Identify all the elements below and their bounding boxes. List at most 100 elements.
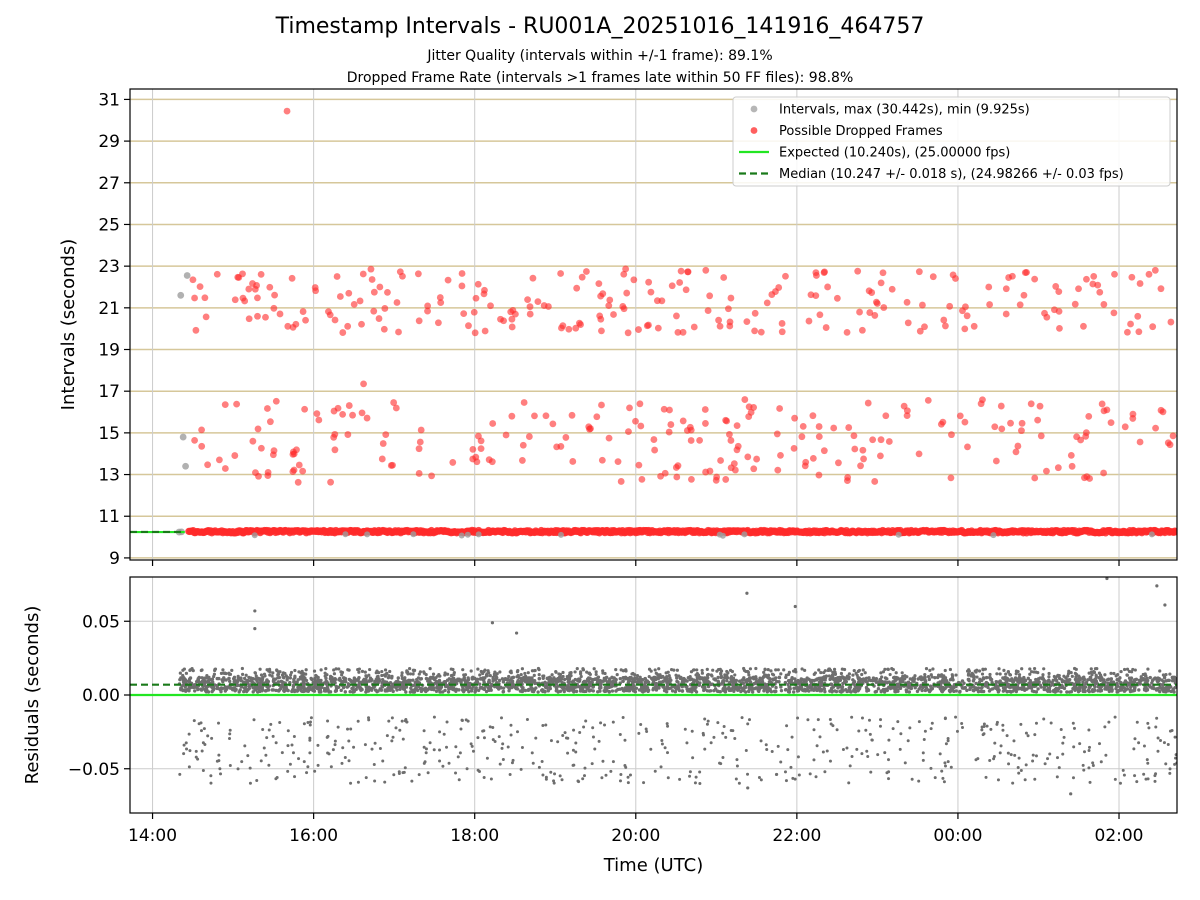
residual-point — [476, 688, 481, 693]
residual-point — [748, 680, 753, 684]
dropped-frame-point — [979, 396, 986, 404]
residual-point — [1067, 669, 1071, 673]
residual-point — [304, 668, 308, 672]
residual-point — [389, 685, 393, 689]
residual-point — [398, 728, 402, 732]
residual-point — [217, 676, 221, 681]
residual-point — [376, 689, 380, 693]
residual-point — [1004, 672, 1008, 676]
dropped-frame-point — [477, 437, 485, 445]
dropped-frame-point — [801, 462, 809, 470]
residual-point — [987, 689, 992, 693]
dropped-frame-point — [706, 292, 714, 300]
residual-point — [646, 680, 651, 684]
dropped-frame-point — [921, 323, 928, 331]
dropped-frame-point — [882, 412, 890, 420]
residual-point — [1145, 758, 1149, 762]
residual-point — [514, 686, 519, 690]
residual-point — [549, 739, 553, 743]
residual-point — [1005, 689, 1009, 694]
residual-point — [763, 667, 767, 671]
dropped-frame-band-point — [1172, 528, 1177, 536]
residual-point — [561, 687, 565, 692]
residual-point — [326, 719, 330, 723]
residual-point — [1153, 774, 1157, 778]
residual-point — [1027, 685, 1031, 690]
dropped-frame-point — [673, 312, 680, 320]
residual-point — [1135, 720, 1139, 724]
residual-point — [940, 689, 944, 693]
dropped-frame-point — [249, 280, 256, 287]
residual-point — [392, 773, 396, 777]
residual-point — [194, 749, 198, 753]
residual-point — [400, 673, 404, 678]
residual-point — [715, 669, 719, 673]
residual-point — [493, 670, 497, 674]
interval-point — [990, 532, 997, 539]
residual-point — [476, 667, 480, 671]
residual-point — [465, 687, 470, 692]
residual-point — [885, 677, 889, 681]
residual-point — [678, 777, 682, 781]
residual-point — [476, 736, 480, 740]
residual-point — [1082, 768, 1086, 772]
dropped-frame-point — [1052, 283, 1060, 290]
residual-point — [347, 668, 351, 672]
residual-point — [304, 678, 309, 683]
residual-point — [489, 777, 493, 781]
residual-point — [1142, 772, 1146, 776]
residual-point — [408, 672, 413, 676]
residual-point — [853, 683, 857, 688]
residual-point — [1030, 670, 1034, 674]
residual-point — [523, 688, 528, 693]
residual-point — [984, 675, 989, 680]
residual-point — [1164, 690, 1168, 694]
residual-point — [971, 679, 976, 683]
residual-point — [518, 680, 522, 684]
dropped-frame-point — [929, 273, 937, 281]
residual-point — [306, 765, 310, 769]
dropped-frame-point — [444, 276, 452, 284]
residual-point — [261, 675, 265, 680]
residual-point — [866, 755, 870, 759]
residual-point — [585, 670, 589, 674]
residual-point — [1033, 733, 1037, 737]
residual-point — [277, 688, 281, 693]
dropped-frame-point — [702, 420, 709, 427]
residual-point — [674, 673, 678, 677]
dropped-frame-point — [350, 300, 358, 308]
residual-point — [534, 736, 538, 740]
residual-point — [1009, 753, 1013, 757]
residual-point — [1003, 675, 1008, 680]
residual-point — [390, 674, 394, 678]
dropped-frame-point — [859, 446, 867, 454]
dropped-frame-point — [333, 273, 341, 280]
residual-point — [927, 677, 932, 682]
dropped-frame-point — [1134, 312, 1142, 320]
dropped-frame-point — [743, 318, 751, 326]
residual-point — [799, 677, 803, 681]
residual-point — [908, 677, 913, 681]
residual-point — [548, 675, 552, 680]
residual-point — [601, 759, 605, 763]
residual-point — [706, 679, 710, 683]
residual-point — [466, 683, 470, 687]
residual-point — [359, 688, 363, 692]
residual-point — [202, 727, 206, 731]
dropped-frame-point — [356, 297, 364, 305]
residual-point — [253, 671, 257, 675]
residual-point — [825, 749, 829, 753]
dropped-frame-point — [1075, 285, 1082, 293]
dropped-frame-point — [970, 322, 978, 330]
residual-point — [929, 727, 933, 731]
residual-point — [790, 735, 794, 739]
residual-point — [276, 670, 281, 674]
residual-point — [754, 675, 758, 679]
residual-point — [766, 673, 771, 677]
residual-point — [882, 688, 886, 692]
residual-point — [765, 747, 769, 751]
dropped-frame-point — [946, 302, 954, 310]
residual-point — [746, 669, 750, 674]
dropped-frame-point — [1077, 436, 1085, 444]
residual-point — [982, 722, 986, 726]
